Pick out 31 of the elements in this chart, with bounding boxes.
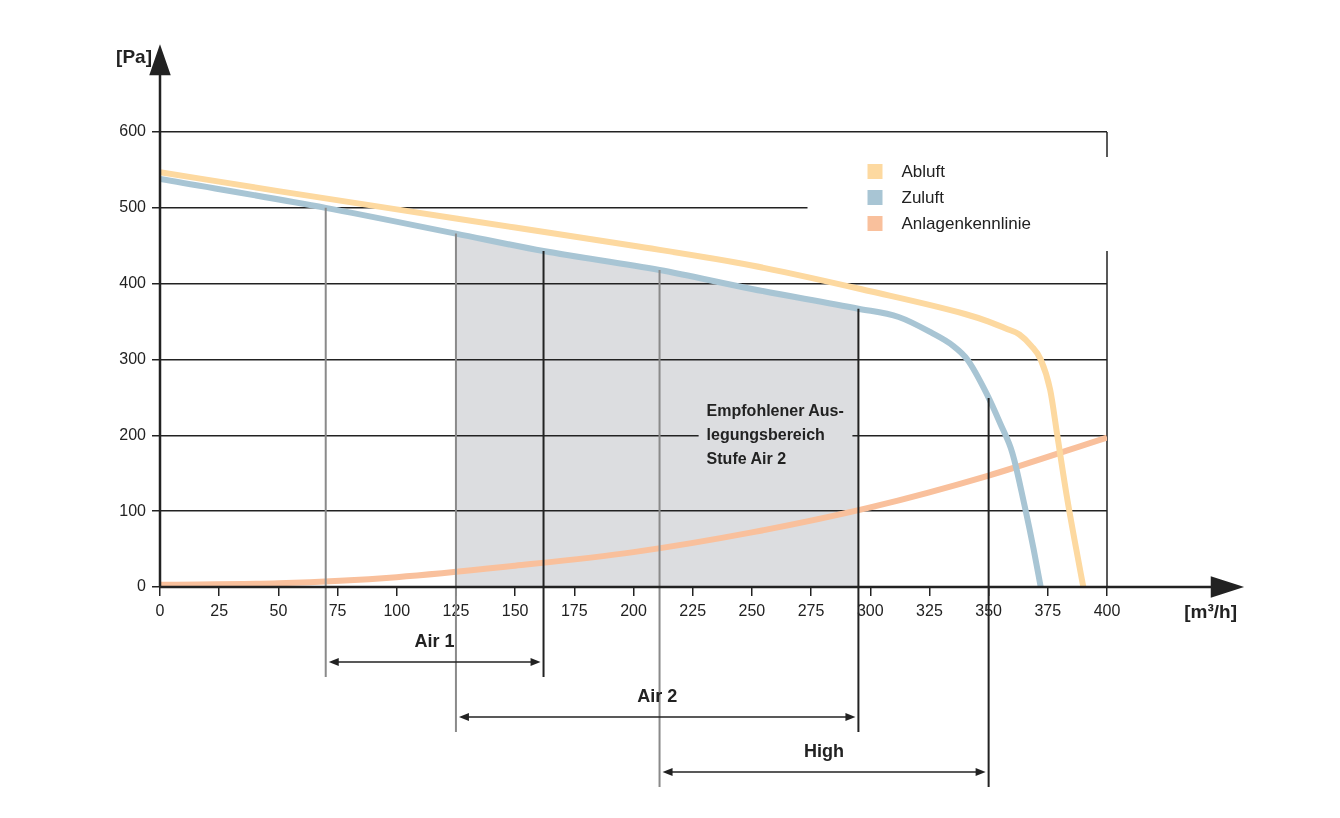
x-tick-label: 375 xyxy=(1034,602,1062,620)
legend-label: Abluft xyxy=(901,161,946,181)
y-tick-label: 600 xyxy=(119,122,147,140)
text: Air 2 xyxy=(637,685,678,706)
x-tick-label: 25 xyxy=(210,602,229,620)
x-tick-label: 100 xyxy=(383,602,411,620)
x-tick-label: 125 xyxy=(442,602,470,620)
text: Air 1 xyxy=(414,630,455,651)
y-tick-label: 100 xyxy=(119,501,147,519)
y-tick-label: 0 xyxy=(137,577,147,595)
x-tick-label: 225 xyxy=(679,602,707,620)
y-tick-label: 500 xyxy=(119,198,147,216)
y-tick-label: 300 xyxy=(119,349,147,367)
x-tick-label: 325 xyxy=(916,602,943,620)
x-tick-label: 0 xyxy=(155,602,165,620)
x-tick-label: 250 xyxy=(738,602,766,620)
y-axis-title: [Pa] xyxy=(116,46,152,68)
x-tick-label: 275 xyxy=(797,602,825,620)
y-tick-label: 200 xyxy=(119,425,147,443)
x-tick-label: 175 xyxy=(560,602,588,620)
x-tick-label: 400 xyxy=(1093,602,1121,620)
legend-label: Zuluft xyxy=(901,187,945,207)
legend-label: Anlagenkennlinie xyxy=(901,213,1032,233)
x-tick-label: 200 xyxy=(620,602,647,620)
text: High xyxy=(804,740,845,761)
y-tick-label: 400 xyxy=(119,274,147,292)
x-axis-title: [m³/h] xyxy=(1184,601,1237,623)
x-tick-label: 50 xyxy=(269,602,288,620)
x-tick-label: 150 xyxy=(501,602,529,620)
x-tick-label: 75 xyxy=(328,602,347,620)
band-label: Empfohlener Aus- legungsbereich Stufe Air 2 xyxy=(706,401,844,467)
